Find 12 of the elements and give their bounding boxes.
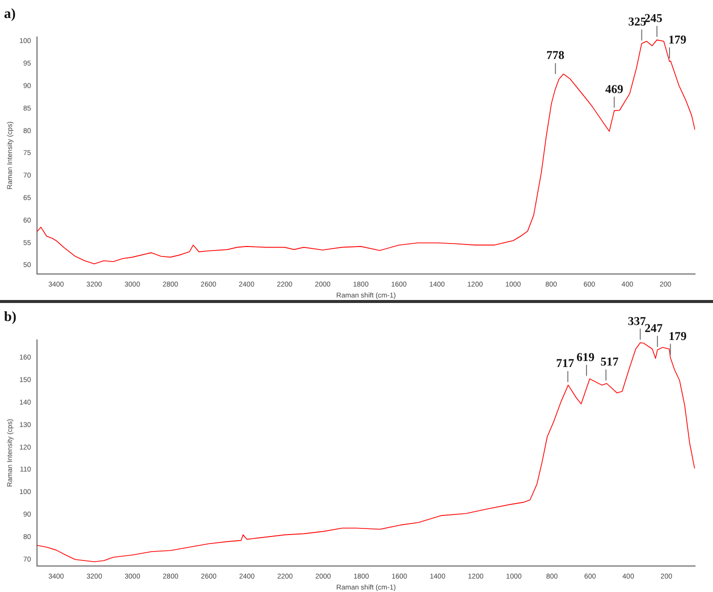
annotation: 179 [668,328,687,343]
annotation: 619 [576,350,595,364]
chart-title: a) [4,7,16,22]
annotation: 469 [605,82,624,96]
annotation: 778 [546,48,564,62]
annotation: 717 [556,356,574,370]
annotation: 247 [644,320,663,335]
annotation: 337 [628,314,646,328]
annotation: 517 [600,354,619,369]
annotation: 325 [628,14,646,29]
annotation: 179 [668,32,686,47]
chart-title: b) [4,310,17,326]
